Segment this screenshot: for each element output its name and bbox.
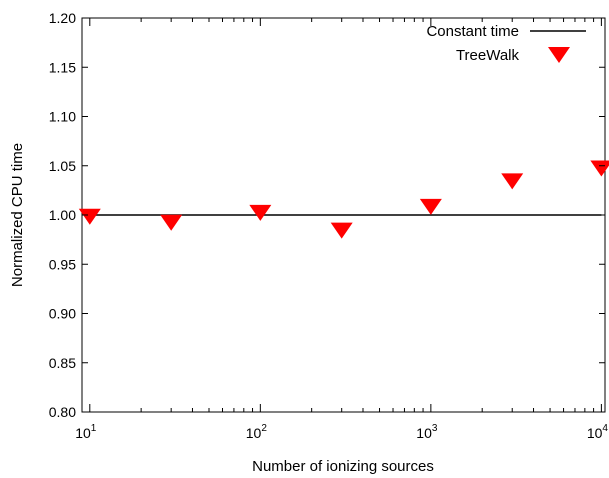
- y-tick-label: 1.20: [49, 10, 76, 26]
- y-axis-label: Normalized CPU time: [9, 143, 26, 287]
- x-tick-exponent: 4: [602, 423, 608, 434]
- y-tick-label: 1.15: [49, 59, 76, 75]
- legend-swatch-treewalk: [548, 47, 570, 63]
- y-tick-label: 1.00: [49, 207, 76, 223]
- x-tick-label: 101: [75, 423, 97, 441]
- treewalk-point: [249, 204, 272, 221]
- x-tick-exponent: 2: [261, 423, 267, 434]
- plot-area: [78, 17, 609, 413]
- legend: Constant time TreeWalk: [426, 23, 586, 64]
- treewalk-point: [160, 214, 183, 231]
- x-axis-minor-ticks: [81, 18, 595, 412]
- treewalk-point: [78, 208, 101, 225]
- y-tick-label: 0.85: [49, 355, 76, 371]
- y-tick-label: 1.10: [49, 109, 76, 125]
- treewalk-markers: [78, 160, 609, 239]
- x-axis-label: Number of ionizing sources: [252, 458, 434, 475]
- x-tick-base: 10: [587, 425, 603, 441]
- x-tick-label: 104: [587, 423, 609, 441]
- y-axis-ticks: 0.80 0.85 0.90 0.95 1.00 1.05 1.10 1.15 1.20: [49, 10, 605, 420]
- y-tick-label: 1.05: [49, 158, 76, 174]
- treewalk-point: [419, 198, 442, 215]
- legend-label-constant-time: Constant time: [426, 23, 519, 40]
- treewalk-point: [590, 160, 609, 177]
- x-tick-exponent: 1: [91, 423, 97, 434]
- x-tick-base: 10: [246, 425, 262, 441]
- y-tick-label: 0.90: [49, 306, 76, 322]
- treewalk-point: [501, 173, 524, 190]
- x-tick-exponent: 3: [432, 423, 438, 434]
- x-tick-label: 103: [416, 423, 438, 441]
- x-tick-base: 10: [416, 425, 432, 441]
- x-tick-base: 10: [75, 425, 91, 441]
- x-tick-label: 102: [246, 423, 268, 441]
- treewalk-point: [330, 222, 353, 239]
- legend-label-treewalk: TreeWalk: [456, 47, 520, 64]
- y-tick-label: 0.95: [49, 256, 76, 272]
- x-axis-ticks: 101 102 103 104: [75, 18, 608, 441]
- y-tick-label: 0.80: [49, 404, 76, 420]
